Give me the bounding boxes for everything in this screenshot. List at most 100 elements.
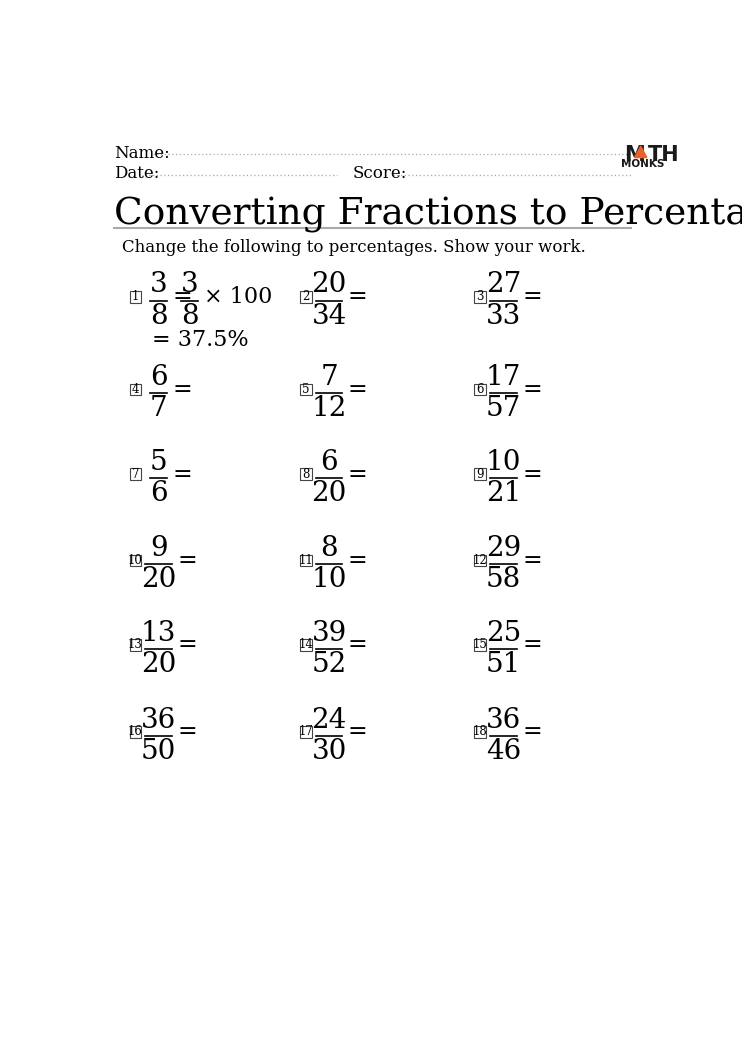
Text: =: = — [522, 378, 542, 401]
Text: 50: 50 — [141, 738, 177, 765]
Text: 39: 39 — [312, 620, 347, 647]
Text: 20: 20 — [141, 651, 177, 678]
Text: 3: 3 — [181, 272, 198, 298]
Text: Score:: Score: — [352, 165, 407, 183]
Text: 51: 51 — [486, 651, 521, 678]
Text: M: M — [625, 145, 645, 165]
Text: 5: 5 — [150, 448, 168, 476]
Text: 8: 8 — [150, 303, 168, 330]
Text: 34: 34 — [312, 303, 347, 330]
Text: Date:: Date: — [114, 165, 160, 183]
Text: 24: 24 — [312, 707, 347, 734]
Text: 58: 58 — [486, 566, 521, 593]
Text: 20: 20 — [141, 566, 177, 593]
Text: 13: 13 — [141, 620, 177, 647]
Text: 8: 8 — [321, 534, 338, 562]
Text: MONKS: MONKS — [621, 160, 665, 169]
Text: 30: 30 — [312, 738, 347, 765]
Text: 33: 33 — [486, 303, 521, 330]
Text: 10: 10 — [486, 448, 521, 476]
Text: =: = — [522, 286, 542, 309]
Text: 7: 7 — [150, 396, 168, 422]
FancyBboxPatch shape — [300, 639, 312, 651]
FancyBboxPatch shape — [130, 383, 141, 395]
Text: 6: 6 — [150, 364, 168, 391]
Text: 27: 27 — [486, 272, 521, 298]
Text: 29: 29 — [486, 534, 521, 562]
Text: 10: 10 — [128, 553, 142, 567]
Text: 6: 6 — [476, 383, 484, 396]
FancyBboxPatch shape — [130, 639, 141, 651]
FancyBboxPatch shape — [300, 554, 312, 566]
Text: =: = — [348, 633, 367, 656]
Text: 6: 6 — [321, 448, 338, 476]
Text: =: = — [522, 720, 542, 743]
Text: 15: 15 — [473, 638, 487, 651]
Text: =: = — [348, 378, 367, 401]
Text: =: = — [522, 549, 542, 572]
Text: 21: 21 — [486, 480, 521, 507]
Text: 9: 9 — [476, 467, 484, 481]
Text: 8: 8 — [181, 303, 198, 330]
Text: 12: 12 — [473, 553, 487, 567]
Text: =: = — [173, 463, 192, 485]
Text: =: = — [348, 549, 367, 572]
FancyBboxPatch shape — [130, 291, 141, 302]
Text: =: = — [173, 378, 192, 401]
Text: = 37.5%: = 37.5% — [152, 329, 249, 351]
Text: =: = — [177, 633, 197, 656]
Text: 8: 8 — [302, 467, 309, 481]
Text: 3: 3 — [476, 291, 484, 303]
Text: 20: 20 — [312, 480, 347, 507]
Text: 6: 6 — [150, 480, 168, 507]
Text: 57: 57 — [486, 396, 521, 422]
Text: 25: 25 — [486, 620, 521, 647]
Text: 4: 4 — [131, 383, 139, 396]
Text: 7: 7 — [321, 364, 338, 391]
Text: =: = — [348, 720, 367, 743]
FancyBboxPatch shape — [300, 727, 312, 738]
FancyBboxPatch shape — [130, 468, 141, 480]
FancyBboxPatch shape — [474, 383, 486, 395]
Text: 3: 3 — [150, 272, 168, 298]
FancyBboxPatch shape — [300, 383, 312, 395]
Text: 12: 12 — [312, 396, 347, 422]
Text: =: = — [522, 633, 542, 656]
Polygon shape — [634, 146, 647, 158]
Text: =: = — [522, 463, 542, 485]
Text: TH: TH — [648, 145, 679, 165]
Text: 9: 9 — [150, 534, 168, 562]
FancyBboxPatch shape — [474, 468, 486, 480]
Text: Converting Fractions to Percentages: Converting Fractions to Percentages — [114, 196, 742, 233]
FancyBboxPatch shape — [300, 291, 312, 302]
Text: 16: 16 — [128, 726, 142, 738]
FancyBboxPatch shape — [130, 554, 141, 566]
Text: 5: 5 — [302, 383, 309, 396]
FancyBboxPatch shape — [300, 468, 312, 480]
FancyBboxPatch shape — [474, 639, 486, 651]
Text: 17: 17 — [486, 364, 521, 391]
Text: 36: 36 — [486, 707, 521, 734]
Text: Change the following to percentages. Show your work.: Change the following to percentages. Sho… — [122, 239, 586, 256]
FancyBboxPatch shape — [130, 727, 141, 738]
Text: =: = — [177, 720, 197, 743]
FancyBboxPatch shape — [474, 727, 486, 738]
Text: 20: 20 — [312, 272, 347, 298]
Text: 46: 46 — [486, 738, 521, 765]
Text: 36: 36 — [141, 707, 177, 734]
Text: 7: 7 — [131, 467, 139, 481]
Text: =: = — [173, 286, 192, 309]
Text: 1: 1 — [131, 291, 139, 303]
Text: 18: 18 — [473, 726, 487, 738]
Text: =: = — [348, 286, 367, 309]
Text: 13: 13 — [128, 638, 142, 651]
Text: Name:: Name: — [114, 145, 170, 163]
Text: 11: 11 — [298, 553, 313, 567]
Text: =: = — [177, 549, 197, 572]
Text: =: = — [348, 463, 367, 485]
Text: 10: 10 — [312, 566, 347, 593]
FancyBboxPatch shape — [474, 554, 486, 566]
Text: 17: 17 — [298, 726, 313, 738]
FancyBboxPatch shape — [474, 291, 486, 302]
Text: 52: 52 — [312, 651, 347, 678]
